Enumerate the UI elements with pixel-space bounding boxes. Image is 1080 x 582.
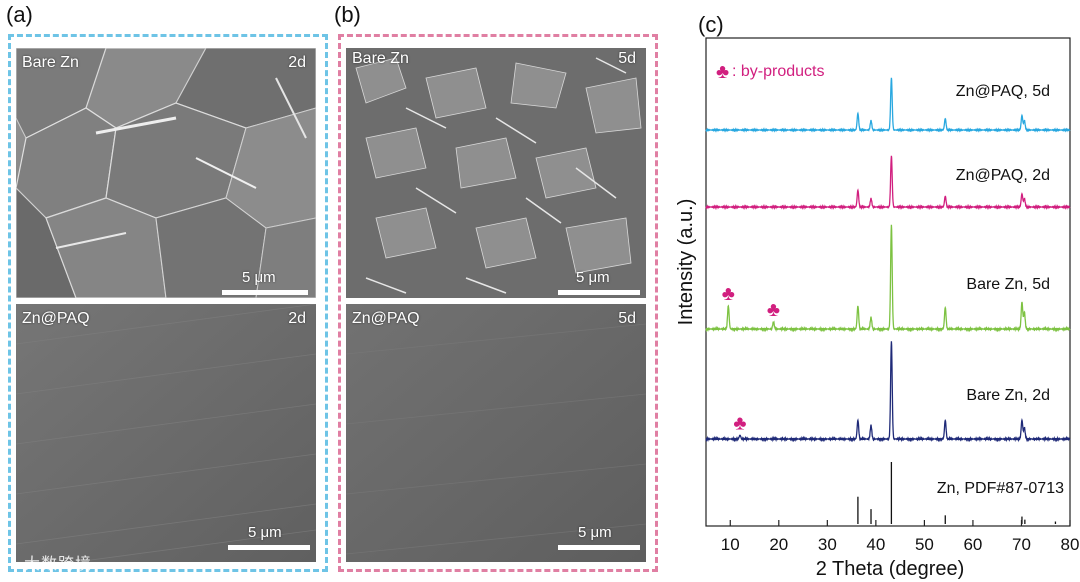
time-label: 5d (618, 310, 636, 327)
time-label: 2d (288, 310, 306, 327)
time-label: 5d (618, 50, 636, 67)
reference-pattern: Zn, PDF#87-0713 (857, 462, 1064, 524)
sample-label: Bare Zn (352, 50, 409, 67)
scale-bar-label: 5 μm (242, 269, 276, 286)
sem-image-bare-zn-2d: Bare Zn 2d 5 μm (16, 48, 316, 298)
sem-image-zn-paq-5d: Zn@PAQ 5d 5 μm (346, 304, 646, 562)
xrd-series: Bare Zn, 5d ♣ ♣ (705, 224, 1071, 333)
scale-bar (558, 290, 640, 295)
sem-image-bare-zn-5d: Bare Zn 5d 5 μm (346, 48, 646, 298)
y-axis-label: Intensity (a.u.) (675, 199, 697, 326)
byproduct-marker: ♣ (733, 412, 746, 434)
scale-bar (228, 545, 310, 550)
plot-area-frame (705, 37, 1071, 527)
scale-bar-label: 5 μm (578, 524, 612, 541)
xrd-series: Zn@PAQ, 5d (705, 77, 1071, 133)
panel-b-frame (338, 34, 658, 572)
byproduct-marker: ♣ (722, 283, 735, 305)
byproduct-marker: ♣ (767, 299, 780, 321)
byproduct-legend-symbol: ♣ (716, 61, 729, 83)
x-tick-label: 70 (1012, 535, 1031, 554)
sem-texture-rough (346, 48, 646, 298)
series-line (705, 341, 1071, 443)
series-label: Zn@PAQ, 2d (956, 167, 1050, 184)
scale-bar (222, 290, 308, 295)
series-line (705, 77, 1071, 133)
x-axis-label: 2 Theta (degree) (816, 558, 965, 580)
scale-bar (558, 545, 640, 550)
reference-label: Zn, PDF#87-0713 (937, 480, 1064, 497)
x-tick-label: 10 (721, 535, 740, 554)
panel-a-letter: (a) (6, 2, 33, 27)
byproduct-legend-text: : by-products (732, 63, 824, 80)
watermark: 大数跨境 (24, 554, 93, 573)
series-label: Bare Zn, 5d (966, 276, 1050, 293)
x-tick-label: 80 (1061, 535, 1080, 554)
series-label: Bare Zn, 2d (966, 387, 1050, 404)
x-tick-label: 40 (866, 535, 885, 554)
scale-bar-label: 5 μm (576, 269, 610, 286)
series-line (705, 224, 1071, 333)
series-label: Zn@PAQ, 5d (956, 83, 1050, 100)
time-label: 2d (288, 54, 306, 71)
sem-texture-plates (16, 48, 316, 298)
x-tick-label: 30 (818, 535, 837, 554)
x-tick-label: 60 (963, 535, 982, 554)
xrd-series: Bare Zn, 2d ♣ (705, 341, 1071, 443)
panel-a-frame (8, 34, 328, 572)
sample-label: Zn@PAQ (352, 310, 420, 327)
panel-c-letter: (c) (698, 12, 724, 37)
sample-label: Zn@PAQ (22, 310, 90, 327)
sample-label: Bare Zn (22, 54, 79, 71)
panel-b-letter: (b) (334, 2, 361, 27)
series-line (705, 155, 1071, 211)
xrd-series: Zn@PAQ, 2d (705, 155, 1071, 211)
byproduct-legend: ♣ : by-products (716, 61, 824, 83)
scale-bar-label: 5 μm (248, 524, 282, 541)
sem-image-zn-paq-2d: Zn@PAQ 2d 5 μm (16, 304, 316, 562)
x-tick-label: 50 (915, 535, 934, 554)
x-tick-label: 20 (769, 535, 788, 554)
sem-texture-smooth (346, 304, 646, 562)
sem-texture-smooth (16, 304, 316, 562)
